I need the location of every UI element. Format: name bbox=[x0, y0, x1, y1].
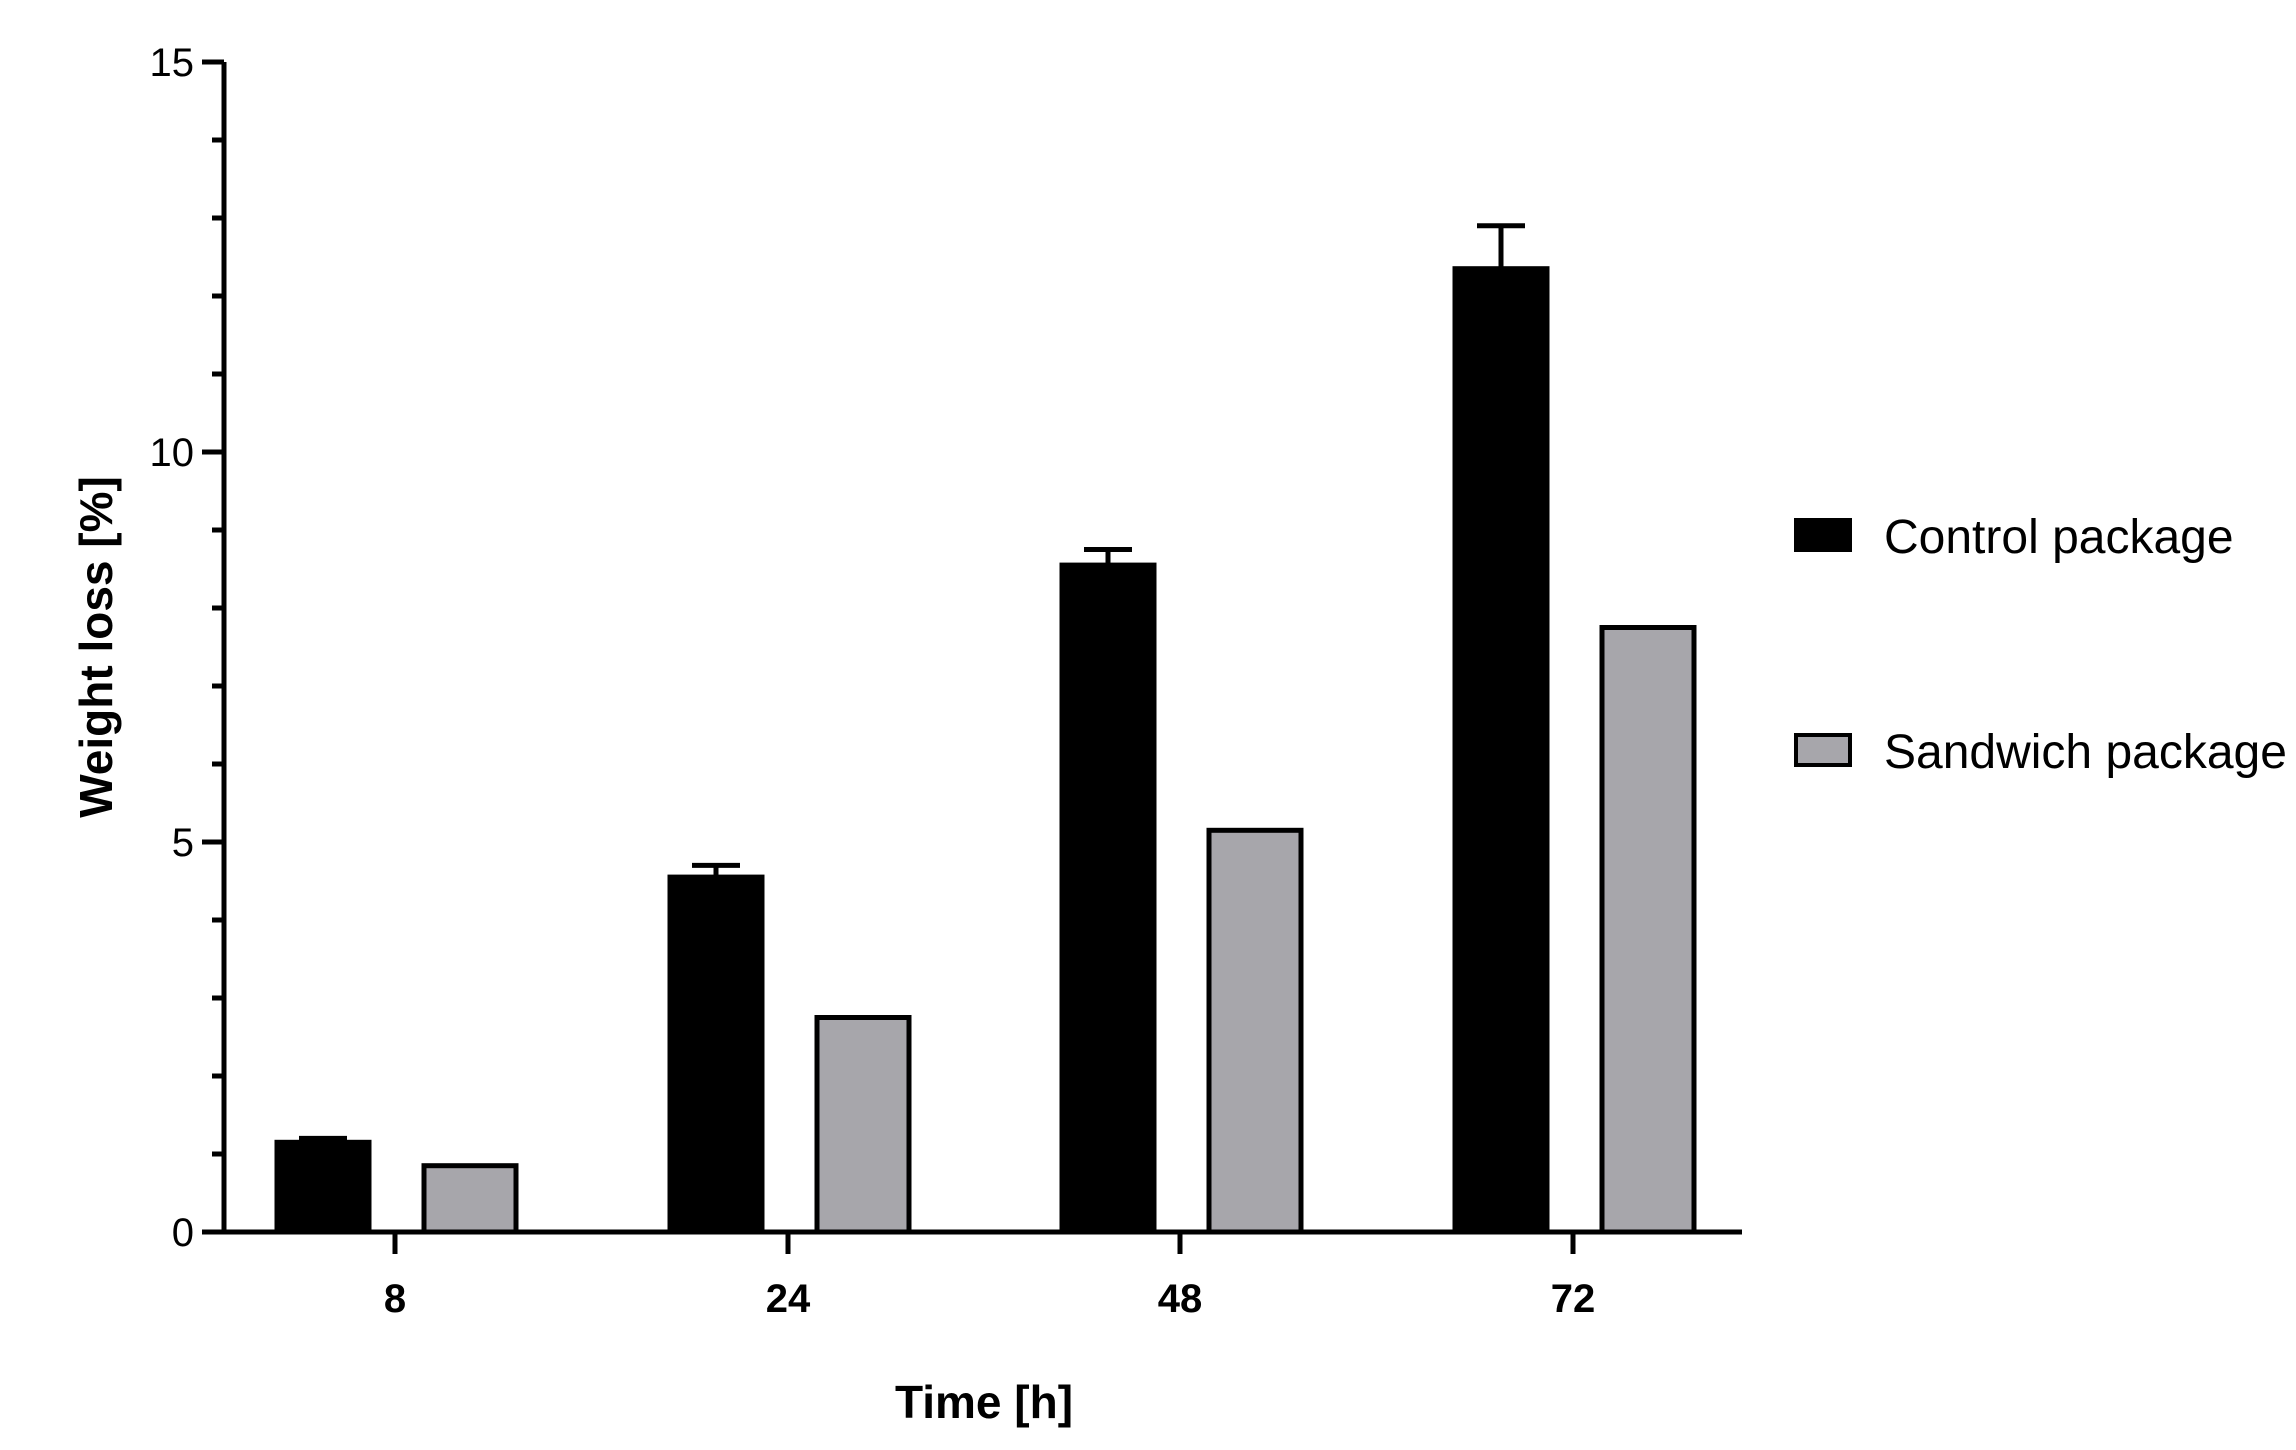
y-tick-label: 5 bbox=[172, 821, 194, 865]
y-tick-label: 0 bbox=[172, 1211, 194, 1255]
legend-swatch-control bbox=[1794, 518, 1852, 552]
x-tick-label: 24 bbox=[766, 1277, 811, 1321]
bar-series1-cat1 bbox=[814, 1015, 912, 1235]
bar-series0-cat3 bbox=[1452, 266, 1550, 1235]
legend: Control package Sandwich package bbox=[1794, 511, 2287, 779]
bar-series0-cat1 bbox=[667, 874, 765, 1235]
x-tick-label: 48 bbox=[1158, 1277, 1203, 1321]
y-tick-label: 15 bbox=[150, 41, 195, 85]
x-tick-label: 8 bbox=[384, 1277, 406, 1321]
error-bars-group bbox=[299, 223, 1525, 1143]
y-axis-title: Weight loss [%] bbox=[70, 476, 122, 818]
axes-group bbox=[202, 62, 1742, 1235]
x-tick-label: 72 bbox=[1551, 1277, 1596, 1321]
legend-label-control: Control package bbox=[1884, 511, 2234, 564]
y-ticks-group: 0 5 10 15 bbox=[150, 41, 224, 1255]
x-ticks-group: 8 24 48 72 bbox=[384, 1232, 1595, 1321]
bar-series1-cat0 bbox=[421, 1163, 519, 1235]
legend-label-sandwich: Sandwich package bbox=[1884, 726, 2287, 779]
bar-series0-cat2 bbox=[1059, 562, 1157, 1235]
x-axis-title: Time [h] bbox=[895, 1376, 1073, 1428]
legend-swatch-sandwich bbox=[1794, 733, 1852, 767]
bar-series1-cat2 bbox=[1206, 827, 1304, 1235]
bar-series1-cat3 bbox=[1599, 625, 1697, 1235]
y-tick-label: 10 bbox=[150, 431, 195, 475]
bars-group bbox=[274, 266, 1697, 1235]
bar-series0-cat0 bbox=[274, 1139, 372, 1235]
